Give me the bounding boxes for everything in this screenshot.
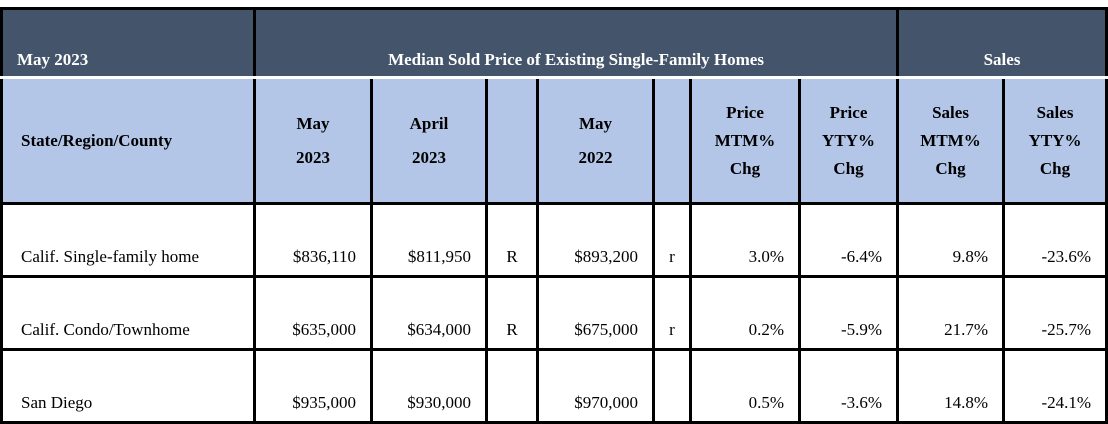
- sales-yty-cell: -25.7%: [1002, 275, 1108, 351]
- region-column-header: State/Region/County: [0, 76, 256, 205]
- may2022-column-header: May 2022: [536, 76, 655, 205]
- revision-flag2-cell: r: [652, 202, 692, 278]
- region-cell: San Diego: [0, 348, 256, 424]
- sales-yty-cell: -23.6%: [1002, 202, 1108, 278]
- median-price-table: May 2023 Median Sold Price of Existing S…: [0, 7, 1108, 424]
- header-line: May: [296, 113, 330, 133]
- may2023-column-header: May 2023: [253, 76, 373, 205]
- region-cell: Calif. Condo/Townhome: [0, 275, 256, 351]
- revision-flag2-cell: [652, 348, 692, 424]
- header-line: Chg: [833, 158, 864, 178]
- region-cell: Calif. Single-family home: [0, 202, 256, 278]
- header-line: MTM%: [714, 130, 776, 150]
- header-line: Chg: [1039, 158, 1071, 178]
- price-group-header: Median Sold Price of Existing Single-Fam…: [252, 7, 900, 79]
- sales-mtm-cell: 14.8%: [896, 348, 1006, 424]
- revision-flag-cell: R: [485, 202, 539, 278]
- sales-yty-column-header: Sales YTY% Chg: [1002, 76, 1108, 205]
- header-line: Sales: [1036, 102, 1074, 122]
- april2023-column-header: April 2023: [370, 76, 488, 205]
- price-mtm-cell: 0.5%: [689, 348, 801, 424]
- header-line: Chg: [935, 158, 966, 178]
- period-header: May 2023: [0, 7, 256, 79]
- header-line: 2023: [412, 147, 446, 167]
- revision-flag2-cell: r: [652, 275, 692, 351]
- may2023-cell: $836,110: [253, 202, 373, 278]
- column-header-row: State/Region/County May 2023 April 2023 …: [0, 76, 1108, 205]
- revision-flag-cell: R: [485, 275, 539, 351]
- header-line: Price: [726, 102, 764, 122]
- sales-group-header: Sales: [896, 7, 1108, 79]
- sales-mtm-cell: 9.8%: [896, 202, 1006, 278]
- price-yty-cell: -3.6%: [797, 348, 900, 424]
- price-mtm-column-header: Price MTM% Chg: [689, 76, 801, 205]
- header-line: April: [409, 113, 449, 133]
- revision-flag-column-header: [485, 76, 539, 205]
- sales-yty-cell: -24.1%: [1002, 348, 1108, 424]
- april2023-cell: $930,000: [370, 348, 488, 424]
- header-line: YTY%: [1028, 130, 1082, 150]
- may2022-cell: $970,000: [536, 348, 655, 424]
- may2022-cell: $893,200: [536, 202, 655, 278]
- sales-mtm-cell: 21.7%: [896, 275, 1006, 351]
- header-line: 2022: [578, 147, 613, 167]
- revision-flag-cell: [485, 348, 539, 424]
- price-mtm-cell: 0.2%: [689, 275, 801, 351]
- price-mtm-cell: 3.0%: [689, 202, 801, 278]
- may2023-cell: $635,000: [253, 275, 373, 351]
- april2023-cell: $634,000: [370, 275, 488, 351]
- header-line: 2023: [296, 147, 330, 167]
- april2023-cell: $811,950: [370, 202, 488, 278]
- header-line: May: [578, 113, 613, 133]
- sales-mtm-column-header: Sales MTM% Chg: [896, 76, 1006, 205]
- may2022-cell: $675,000: [536, 275, 655, 351]
- table-row: Calif. Single-family home $836,110 $811,…: [0, 202, 1108, 278]
- price-yty-cell: -5.9%: [797, 275, 900, 351]
- price-yty-cell: -6.4%: [797, 202, 900, 278]
- header-line: MTM%: [920, 130, 981, 150]
- header-line: Sales: [932, 102, 969, 122]
- revision-flag2-column-header: [652, 76, 692, 205]
- table-row: Calif. Condo/Townhome $635,000 $634,000 …: [0, 275, 1108, 351]
- header-line: Chg: [729, 158, 761, 178]
- group-header-row: May 2023 Median Sold Price of Existing S…: [0, 7, 1108, 79]
- price-yty-column-header: Price YTY% Chg: [797, 76, 900, 205]
- header-line: YTY%: [822, 130, 875, 150]
- table-row: San Diego $935,000 $930,000 $970,000 0.5…: [0, 348, 1108, 424]
- may2023-cell: $935,000: [253, 348, 373, 424]
- header-line: Price: [829, 102, 868, 122]
